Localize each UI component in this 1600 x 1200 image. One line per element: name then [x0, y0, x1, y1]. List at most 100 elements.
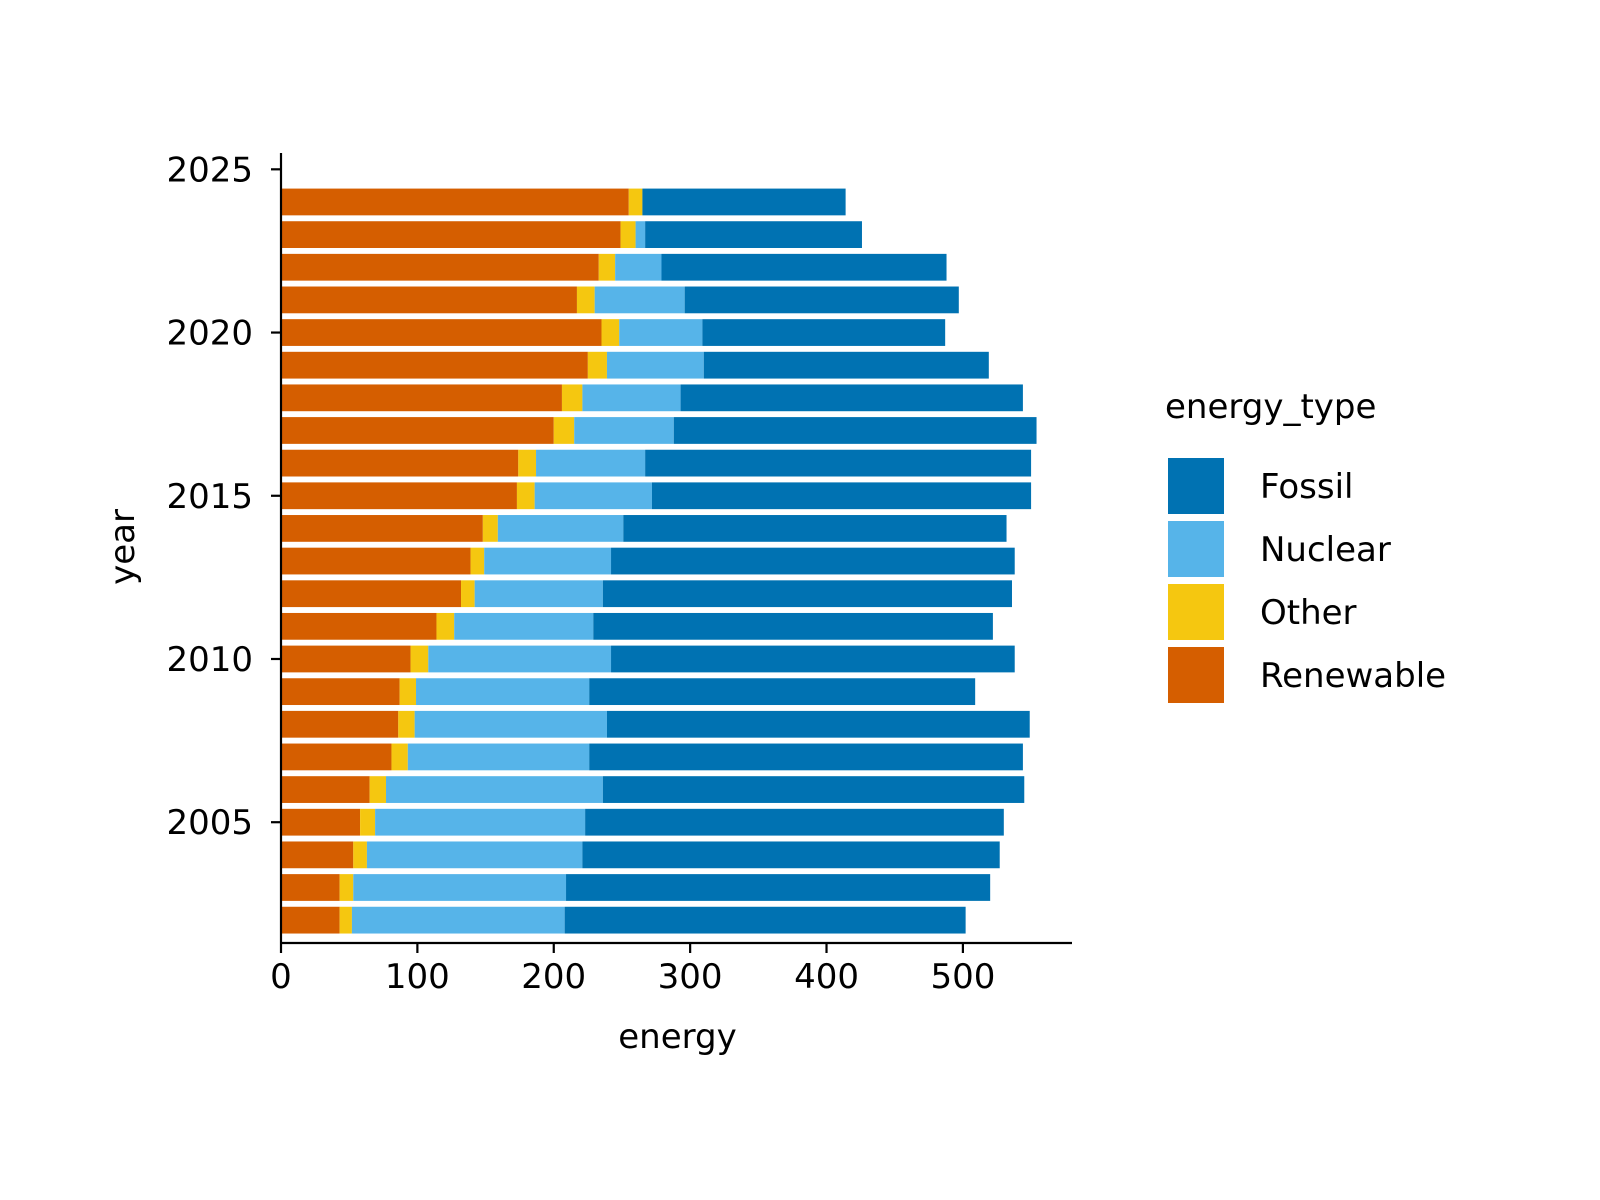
bar-renewable-2022 [281, 253, 599, 281]
bar-fossil-2002 [564, 906, 966, 934]
bar-nuclear-2007 [407, 743, 590, 771]
y-ticks-group: 2005 2010 2015 2020 2025 [166, 150, 281, 843]
bar-nuclear-2002 [351, 906, 565, 934]
bar-other-2002 [339, 906, 352, 934]
bar-renewable-2009 [281, 678, 400, 706]
bar-other-2018 [561, 384, 583, 412]
bar-renewable-2011 [281, 612, 437, 640]
bar-nuclear-2016 [536, 449, 646, 477]
x-tick-label-0: 0 [270, 957, 292, 997]
bar-renewable-2019 [281, 351, 588, 379]
bar-renewable-2023 [281, 221, 621, 248]
bar-renewable-2002 [281, 906, 340, 934]
bar-other-2005 [360, 808, 376, 836]
legend: energy_type Fossil Nuclear Other Renewable [1165, 387, 1446, 703]
legend-swatch-nuclear [1168, 521, 1224, 577]
bar-nuclear-2008 [414, 710, 607, 738]
bar-fossil-2021 [684, 286, 959, 314]
bar-nuclear-2014 [497, 515, 624, 542]
x-tick-label-200: 200 [521, 957, 586, 997]
bar-fossil-2010 [611, 645, 1015, 673]
bar-nuclear-2004 [366, 841, 583, 869]
bar-other-2011 [436, 612, 455, 640]
bar-fossil-2014 [623, 515, 1007, 542]
bar-renewable-2017 [281, 417, 554, 444]
bar-fossil-2018 [680, 384, 1023, 412]
bar-nuclear-2017 [574, 417, 674, 444]
axes-group [279, 153, 1072, 945]
bar-other-2019 [587, 351, 607, 379]
y-axis-title: year [103, 509, 143, 585]
bar-other-2017 [553, 417, 575, 444]
bar-fossil-2019 [703, 351, 989, 379]
bar-renewable-2010 [281, 645, 411, 673]
bar-nuclear-2010 [428, 645, 612, 673]
x-ticks-group: 0 100 200 300 400 500 [270, 943, 995, 997]
legend-title: energy_type [1165, 387, 1376, 427]
bar-nuclear-2015 [534, 482, 652, 510]
bar-fossil-2024 [642, 188, 846, 216]
bar-fossil-2007 [589, 743, 1023, 771]
x-tick-label-100: 100 [385, 957, 450, 997]
bar-fossil-2023 [645, 221, 862, 248]
bar-fossil-2003 [566, 874, 991, 901]
bar-renewable-2008 [281, 710, 399, 738]
x-tick-label-500: 500 [930, 957, 995, 997]
bar-renewable-2024 [281, 188, 629, 216]
bar-renewable-2004 [281, 841, 354, 869]
x-axis-title: energy [618, 1017, 736, 1057]
legend-label-renewable: Renewable [1260, 656, 1446, 696]
bar-nuclear-2023 [635, 221, 646, 248]
bar-fossil-2022 [661, 253, 947, 281]
bars-group [281, 188, 1037, 934]
bar-renewable-2007 [281, 743, 392, 771]
legend-swatch-other [1168, 584, 1224, 640]
bar-fossil-2004 [582, 841, 1000, 869]
bar-fossil-2012 [602, 580, 1012, 608]
bar-other-2024 [628, 188, 643, 216]
bar-other-2008 [398, 710, 415, 738]
bar-fossil-2016 [645, 449, 1032, 477]
bar-fossil-2015 [651, 482, 1032, 510]
y-tick-label-2025: 2025 [166, 150, 253, 190]
bar-nuclear-2020 [619, 319, 703, 346]
bar-fossil-2020 [702, 319, 946, 346]
bar-renewable-2003 [281, 874, 340, 901]
bar-other-2009 [399, 678, 417, 706]
bar-other-2010 [410, 645, 429, 673]
bar-other-2007 [391, 743, 408, 771]
bar-other-2015 [516, 482, 535, 510]
bar-nuclear-2018 [582, 384, 681, 412]
y-tick-label-2020: 2020 [166, 314, 253, 354]
y-tick-label-2010: 2010 [166, 640, 253, 680]
bar-nuclear-2006 [386, 776, 603, 803]
bar-nuclear-2003 [353, 874, 567, 901]
bar-other-2003 [339, 874, 354, 901]
bar-fossil-2011 [593, 612, 993, 640]
bar-fossil-2006 [602, 776, 1025, 803]
bar-renewable-2013 [281, 547, 471, 575]
bar-fossil-2005 [585, 808, 1004, 836]
bar-other-2006 [369, 776, 387, 803]
bar-other-2020 [601, 319, 620, 346]
bar-nuclear-2011 [454, 612, 594, 640]
legend-label-fossil: Fossil [1260, 467, 1353, 507]
bar-renewable-2016 [281, 449, 519, 477]
bar-fossil-2009 [589, 678, 976, 706]
bar-nuclear-2005 [375, 808, 586, 836]
bar-renewable-2014 [281, 515, 483, 542]
bar-nuclear-2012 [474, 580, 603, 608]
legend-label-nuclear: Nuclear [1260, 530, 1391, 570]
bar-other-2013 [470, 547, 485, 575]
bar-renewable-2006 [281, 776, 370, 803]
bar-fossil-2017 [673, 417, 1037, 444]
bar-nuclear-2022 [615, 253, 662, 281]
bar-renewable-2021 [281, 286, 577, 314]
bar-renewable-2005 [281, 808, 361, 836]
legend-swatch-fossil [1168, 458, 1224, 514]
x-tick-label-400: 400 [794, 957, 859, 997]
bar-other-2004 [353, 841, 367, 869]
bar-other-2012 [461, 580, 475, 608]
